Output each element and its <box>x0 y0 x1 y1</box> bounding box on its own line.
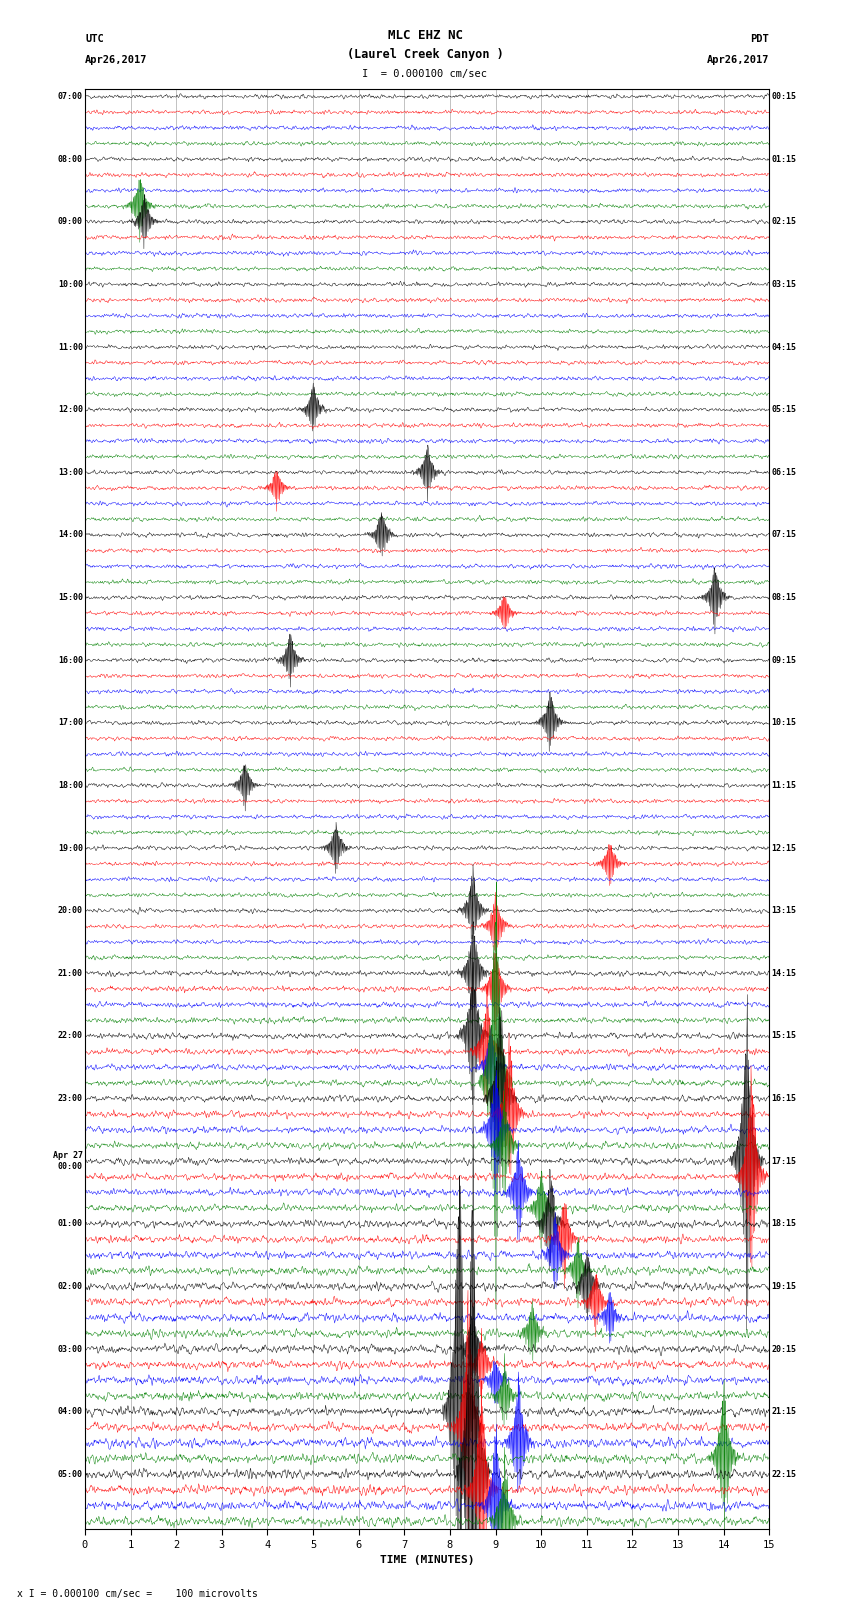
Text: 11:15: 11:15 <box>771 781 796 790</box>
Text: 05:00: 05:00 <box>58 1469 83 1479</box>
Text: 20:15: 20:15 <box>771 1345 796 1353</box>
Text: 10:15: 10:15 <box>771 718 796 727</box>
Text: 05:15: 05:15 <box>771 405 796 415</box>
Text: 04:15: 04:15 <box>771 342 796 352</box>
Text: 06:15: 06:15 <box>771 468 796 477</box>
Text: 09:15: 09:15 <box>771 655 796 665</box>
Text: (Laurel Creek Canyon ): (Laurel Creek Canyon ) <box>347 48 503 61</box>
Text: 13:15: 13:15 <box>771 907 796 915</box>
Text: 08:15: 08:15 <box>771 594 796 602</box>
Text: 09:00: 09:00 <box>58 218 83 226</box>
Text: 22:00: 22:00 <box>58 1031 83 1040</box>
Text: 10:00: 10:00 <box>58 281 83 289</box>
Text: 15:00: 15:00 <box>58 594 83 602</box>
Text: 15:15: 15:15 <box>771 1031 796 1040</box>
Text: 08:00: 08:00 <box>58 155 83 163</box>
Text: 11:00: 11:00 <box>58 342 83 352</box>
Text: 03:00: 03:00 <box>58 1345 83 1353</box>
Text: x I = 0.000100 cm/sec =    100 microvolts: x I = 0.000100 cm/sec = 100 microvolts <box>17 1589 258 1598</box>
Text: 16:00: 16:00 <box>58 655 83 665</box>
Text: 23:00: 23:00 <box>58 1094 83 1103</box>
Text: 22:15: 22:15 <box>771 1469 796 1479</box>
Text: 21:00: 21:00 <box>58 969 83 977</box>
Text: 12:00: 12:00 <box>58 405 83 415</box>
Text: 04:00: 04:00 <box>58 1407 83 1416</box>
Text: 07:15: 07:15 <box>771 531 796 539</box>
Text: 19:00: 19:00 <box>58 844 83 853</box>
Text: 02:15: 02:15 <box>771 218 796 226</box>
Text: MLC EHZ NC: MLC EHZ NC <box>388 29 462 42</box>
Text: 17:15: 17:15 <box>771 1157 796 1166</box>
Text: 01:00: 01:00 <box>58 1219 83 1229</box>
Text: 18:00: 18:00 <box>58 781 83 790</box>
Text: I  = 0.000100 cm/sec: I = 0.000100 cm/sec <box>362 69 488 79</box>
Text: 17:00: 17:00 <box>58 718 83 727</box>
Text: 12:15: 12:15 <box>771 844 796 853</box>
Text: 13:00: 13:00 <box>58 468 83 477</box>
Text: 00:15: 00:15 <box>771 92 796 102</box>
Text: 19:15: 19:15 <box>771 1282 796 1290</box>
Text: 07:00: 07:00 <box>58 92 83 102</box>
Text: Apr 27
00:00: Apr 27 00:00 <box>53 1152 83 1171</box>
Text: Apr26,2017: Apr26,2017 <box>706 55 769 65</box>
Text: 16:15: 16:15 <box>771 1094 796 1103</box>
Text: 01:15: 01:15 <box>771 155 796 163</box>
Text: Apr26,2017: Apr26,2017 <box>85 55 148 65</box>
Text: 18:15: 18:15 <box>771 1219 796 1229</box>
Text: 14:00: 14:00 <box>58 531 83 539</box>
Text: 03:15: 03:15 <box>771 281 796 289</box>
Text: 02:00: 02:00 <box>58 1282 83 1290</box>
Text: 20:00: 20:00 <box>58 907 83 915</box>
Text: 21:15: 21:15 <box>771 1407 796 1416</box>
Text: UTC: UTC <box>85 34 104 44</box>
Text: 14:15: 14:15 <box>771 969 796 977</box>
X-axis label: TIME (MINUTES): TIME (MINUTES) <box>380 1555 474 1565</box>
Text: PDT: PDT <box>751 34 769 44</box>
